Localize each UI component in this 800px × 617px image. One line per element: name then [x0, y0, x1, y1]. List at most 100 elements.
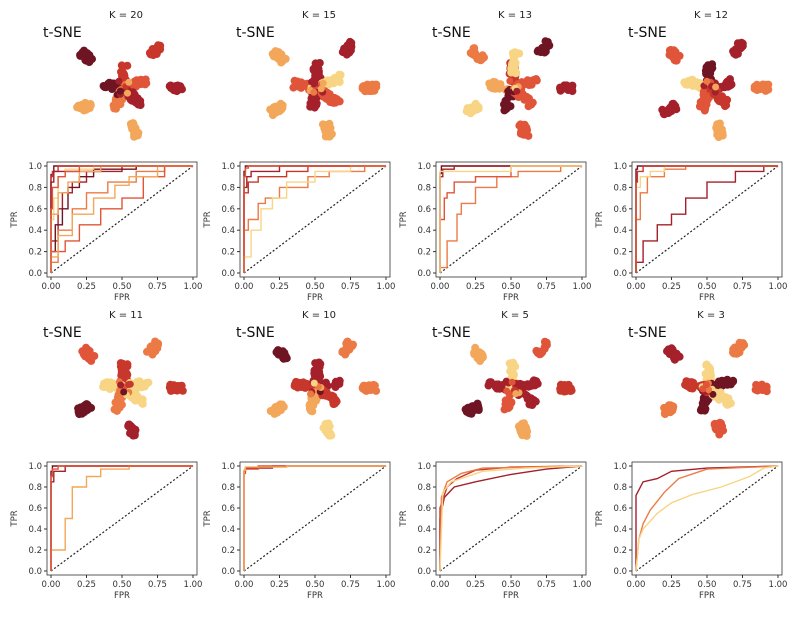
tsne-point: [317, 85, 325, 93]
tsne-point: [688, 75, 697, 84]
tsne-point: [669, 50, 678, 58]
tsne-point: [489, 78, 498, 87]
tsne-point: [723, 82, 732, 91]
roc-axes: 0.00 0.25 0.50 0.75 1.00 0.0 0.2 0.4 0.6 0.8 1.0 FP…: [399, 461, 591, 601]
tsne-point: [713, 127, 722, 136]
tsne-label: t-SNE: [432, 25, 471, 41]
x-tick-label: 0.00: [627, 282, 646, 292]
tsne-point: [268, 106, 276, 115]
y-tick-label: 0.0: [28, 567, 42, 577]
tsne-scatter: [266, 37, 381, 141]
tsne-point: [336, 71, 345, 79]
roc-curve: [50, 165, 193, 273]
tsne-point: [330, 93, 339, 102]
tsne-point: [538, 43, 547, 52]
x-axis-label: FPR: [503, 591, 519, 601]
tsne-point: [307, 390, 314, 398]
y-axis-label: TPR: [595, 211, 605, 228]
roc-curve: [50, 165, 193, 273]
x-tick-label: 0.75: [537, 580, 556, 590]
tsne-point: [513, 87, 521, 95]
tsne-point: [503, 387, 511, 395]
x-tick-label: 0.50: [306, 282, 325, 292]
tsne-point: [330, 74, 339, 82]
y-tick-label: 0.4: [28, 525, 42, 535]
tsne-point: [517, 427, 526, 436]
tsne-point: [706, 368, 715, 377]
tsne-point: [134, 394, 143, 403]
y-tick-label: 0.4: [417, 226, 431, 236]
tsne-point: [526, 397, 535, 406]
chance-diagonal: [243, 465, 387, 572]
tsne-point: [125, 381, 133, 388]
x-tick-label: 1.00: [184, 282, 203, 292]
x-axis-label: FPR: [114, 591, 130, 601]
tsne-point: [136, 97, 145, 105]
y-axis-label: TPR: [203, 510, 213, 527]
tsne-point: [709, 390, 717, 398]
panel-title: K = 10: [302, 310, 336, 321]
y-tick-label: 0.0: [613, 567, 627, 577]
tsne-point: [274, 348, 283, 357]
tsne-point: [738, 39, 747, 48]
x-axis-label: FPR: [503, 293, 519, 303]
tsne-point: [507, 68, 516, 77]
y-tick-label: 0.2: [221, 546, 235, 556]
tsne-point: [522, 80, 531, 88]
tsne-point: [83, 401, 92, 410]
tsne-scatter: [266, 337, 381, 440]
tsne-point: [753, 86, 762, 94]
tsne-label: t-SNE: [236, 325, 275, 341]
roc-curve: [243, 165, 386, 273]
tsne-point: [468, 402, 477, 411]
y-tick-label: 0.2: [221, 248, 235, 258]
tsne-point: [120, 388, 128, 396]
tsne-point: [116, 87, 124, 95]
tsne-scatter: [660, 338, 771, 439]
tsne-point: [125, 78, 133, 86]
x-tick-label: 0.25: [662, 282, 681, 292]
y-tick-label: 0.6: [28, 205, 42, 215]
y-tick-label: 0.6: [417, 205, 431, 215]
y-tick-label: 0.4: [613, 226, 627, 236]
x-tick-label: 0.50: [113, 282, 132, 292]
tsne-point: [702, 381, 710, 389]
tsne-point: [512, 390, 520, 398]
tsne-point: [700, 106, 709, 115]
tsne-point: [297, 78, 306, 87]
tsne-point: [469, 105, 478, 114]
panel-k-11: K = 11 t-SNE 0.00 0.25 0.50 0.75 1.00 0.0 0.2 0.4…: [10, 310, 202, 601]
tsne-point: [522, 92, 531, 101]
tsne-point: [711, 88, 719, 96]
tsne-point: [165, 383, 174, 392]
roc-axes: 0.00 0.25 0.50 0.75 1.00 0.0 0.2 0.4 0.6 0.8 1.0 FP…: [203, 161, 395, 303]
tsne-point: [123, 370, 132, 379]
tsne-point: [279, 353, 287, 362]
roc-curve: [635, 165, 778, 273]
tsne-label: t-SNE: [236, 25, 275, 41]
y-tick-label: 0.6: [28, 504, 42, 514]
x-tick-label: 0.00: [42, 580, 61, 590]
tsne-point: [491, 382, 500, 391]
tsne-point: [83, 49, 92, 58]
tsne-point: [115, 77, 123, 85]
x-tick-label: 0.50: [306, 580, 325, 590]
y-tick-label: 0.8: [221, 183, 235, 193]
tsne-point: [658, 105, 667, 114]
roc-curve: [243, 165, 386, 273]
tsne-point: [714, 420, 723, 429]
tsne-point: [712, 83, 720, 91]
y-tick-label: 1.0: [221, 462, 235, 472]
tsne-point: [309, 399, 318, 408]
y-tick-label: 0.0: [221, 567, 235, 577]
roc-axes: 0.00 0.25 0.50 0.75 1.00 0.0 0.2 0.4 0.6 0.8 1.0 FP…: [10, 461, 202, 601]
y-tick-label: 1.0: [28, 162, 42, 172]
chance-diagonal: [243, 165, 387, 274]
tsne-point: [702, 361, 711, 370]
y-tick-label: 0.6: [417, 504, 431, 514]
y-axis-label: TPR: [10, 211, 20, 228]
y-tick-label: 0.8: [221, 483, 235, 493]
tsne-point: [505, 397, 514, 406]
